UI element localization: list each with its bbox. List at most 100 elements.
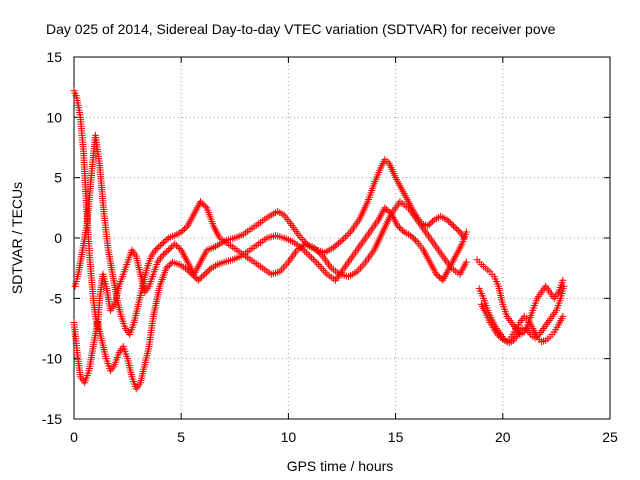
data-point-marker [436, 273, 444, 281]
y-tick-label: 0 [54, 230, 62, 246]
data-point-marker [432, 270, 440, 278]
data-point-marker [164, 263, 172, 271]
data-point-marker [331, 242, 339, 250]
data-point-marker [160, 239, 168, 247]
data-point-marker [462, 228, 470, 236]
data-point-marker [314, 261, 322, 269]
data-point-marker [161, 237, 169, 245]
data-point-marker [302, 249, 310, 257]
series-trace-5 [475, 282, 568, 347]
data-point-marker [201, 202, 209, 210]
data-point-marker [200, 201, 208, 209]
data-point-marker [279, 264, 287, 272]
data-point-marker [190, 272, 198, 280]
data-point-marker [162, 264, 170, 272]
data-point-marker [356, 264, 364, 272]
data-point-marker [199, 272, 207, 280]
data-point-marker [201, 270, 209, 278]
data-point-marker [153, 245, 161, 253]
data-point-marker [312, 245, 320, 253]
data-point-marker [158, 252, 166, 260]
data-point-marker [164, 246, 172, 254]
data-point-marker [188, 270, 196, 278]
data-markers [70, 87, 568, 393]
data-point-marker [174, 243, 182, 251]
data-point-marker [309, 255, 317, 263]
data-point-marker [321, 268, 329, 276]
data-point-marker [343, 231, 351, 239]
data-point-marker [186, 269, 194, 277]
data-point-marker [341, 233, 349, 241]
data-point-marker [425, 220, 433, 228]
data-point-marker [448, 220, 456, 228]
data-point-marker [177, 228, 185, 236]
data-point-marker [559, 276, 567, 284]
data-point-marker [381, 204, 389, 212]
data-point-marker [165, 261, 173, 269]
data-point-marker [410, 235, 418, 243]
data-point-marker [182, 223, 190, 231]
data-point-marker [299, 235, 307, 243]
data-point-marker [333, 241, 341, 249]
data-point-marker [196, 198, 204, 206]
data-point-marker [427, 219, 435, 227]
data-point-marker [151, 246, 159, 254]
data-point-marker [198, 273, 206, 281]
data-point-marker [163, 236, 171, 244]
series-trace-3 [71, 131, 470, 339]
data-point-marker [451, 223, 459, 231]
data-point-marker [310, 244, 318, 252]
data-point-marker [281, 262, 289, 270]
data-point-marker [445, 217, 453, 225]
data-point-marker [446, 219, 454, 227]
data-point-marker [180, 225, 188, 233]
y-tick-label: -10 [42, 351, 62, 367]
data-point-marker [394, 222, 402, 230]
data-point-marker [168, 243, 176, 251]
x-axis-label: GPS time / hours [287, 458, 394, 474]
data-point-marker [297, 234, 305, 242]
data-point-marker [161, 249, 169, 257]
data-point-marker [163, 248, 171, 256]
data-point-marker [449, 222, 457, 230]
data-point-marker [559, 312, 567, 320]
data-point-marker [411, 236, 419, 244]
data-point-marker [408, 233, 416, 241]
data-point-marker [434, 272, 442, 280]
y-axis-label: SDTVAR / TECUs [9, 182, 25, 294]
data-point-marker [316, 262, 324, 270]
x-tick-label: 0 [70, 429, 78, 445]
data-point-marker [308, 254, 316, 262]
series-trace-6 [477, 300, 567, 346]
data-point-marker [194, 276, 202, 284]
data-point-marker [181, 264, 189, 272]
data-point-marker [560, 282, 568, 290]
x-tick-label: 25 [602, 429, 618, 445]
data-point-marker [179, 226, 187, 234]
data-point-marker [185, 267, 193, 275]
x-tick-label: 15 [388, 429, 404, 445]
y-tick-label: 10 [46, 109, 62, 125]
data-point-marker [204, 267, 212, 275]
data-point-marker [283, 260, 291, 268]
data-point-marker [345, 230, 353, 238]
y-tick-label: -15 [42, 411, 62, 427]
data-point-marker [314, 247, 322, 255]
y-tick-label: -5 [50, 290, 63, 306]
data-point-marker [301, 247, 309, 255]
y-axis-ticks: -15 -10 -5 0 5 10 15 [42, 49, 610, 427]
data-point-marker [338, 236, 346, 244]
data-point-marker [360, 260, 368, 268]
data-point-marker [191, 273, 199, 281]
data-point-marker [304, 250, 312, 258]
data-point-marker [395, 223, 403, 231]
data-point-marker [384, 207, 392, 215]
data-point-marker [196, 275, 204, 283]
y-tick-label: 15 [46, 49, 62, 65]
data-point-marker [198, 199, 206, 207]
data-point-marker [155, 243, 163, 251]
data-point-marker [340, 235, 348, 243]
data-point-marker [317, 250, 325, 258]
data-point-marker [329, 244, 337, 252]
data-point-marker [382, 205, 390, 213]
